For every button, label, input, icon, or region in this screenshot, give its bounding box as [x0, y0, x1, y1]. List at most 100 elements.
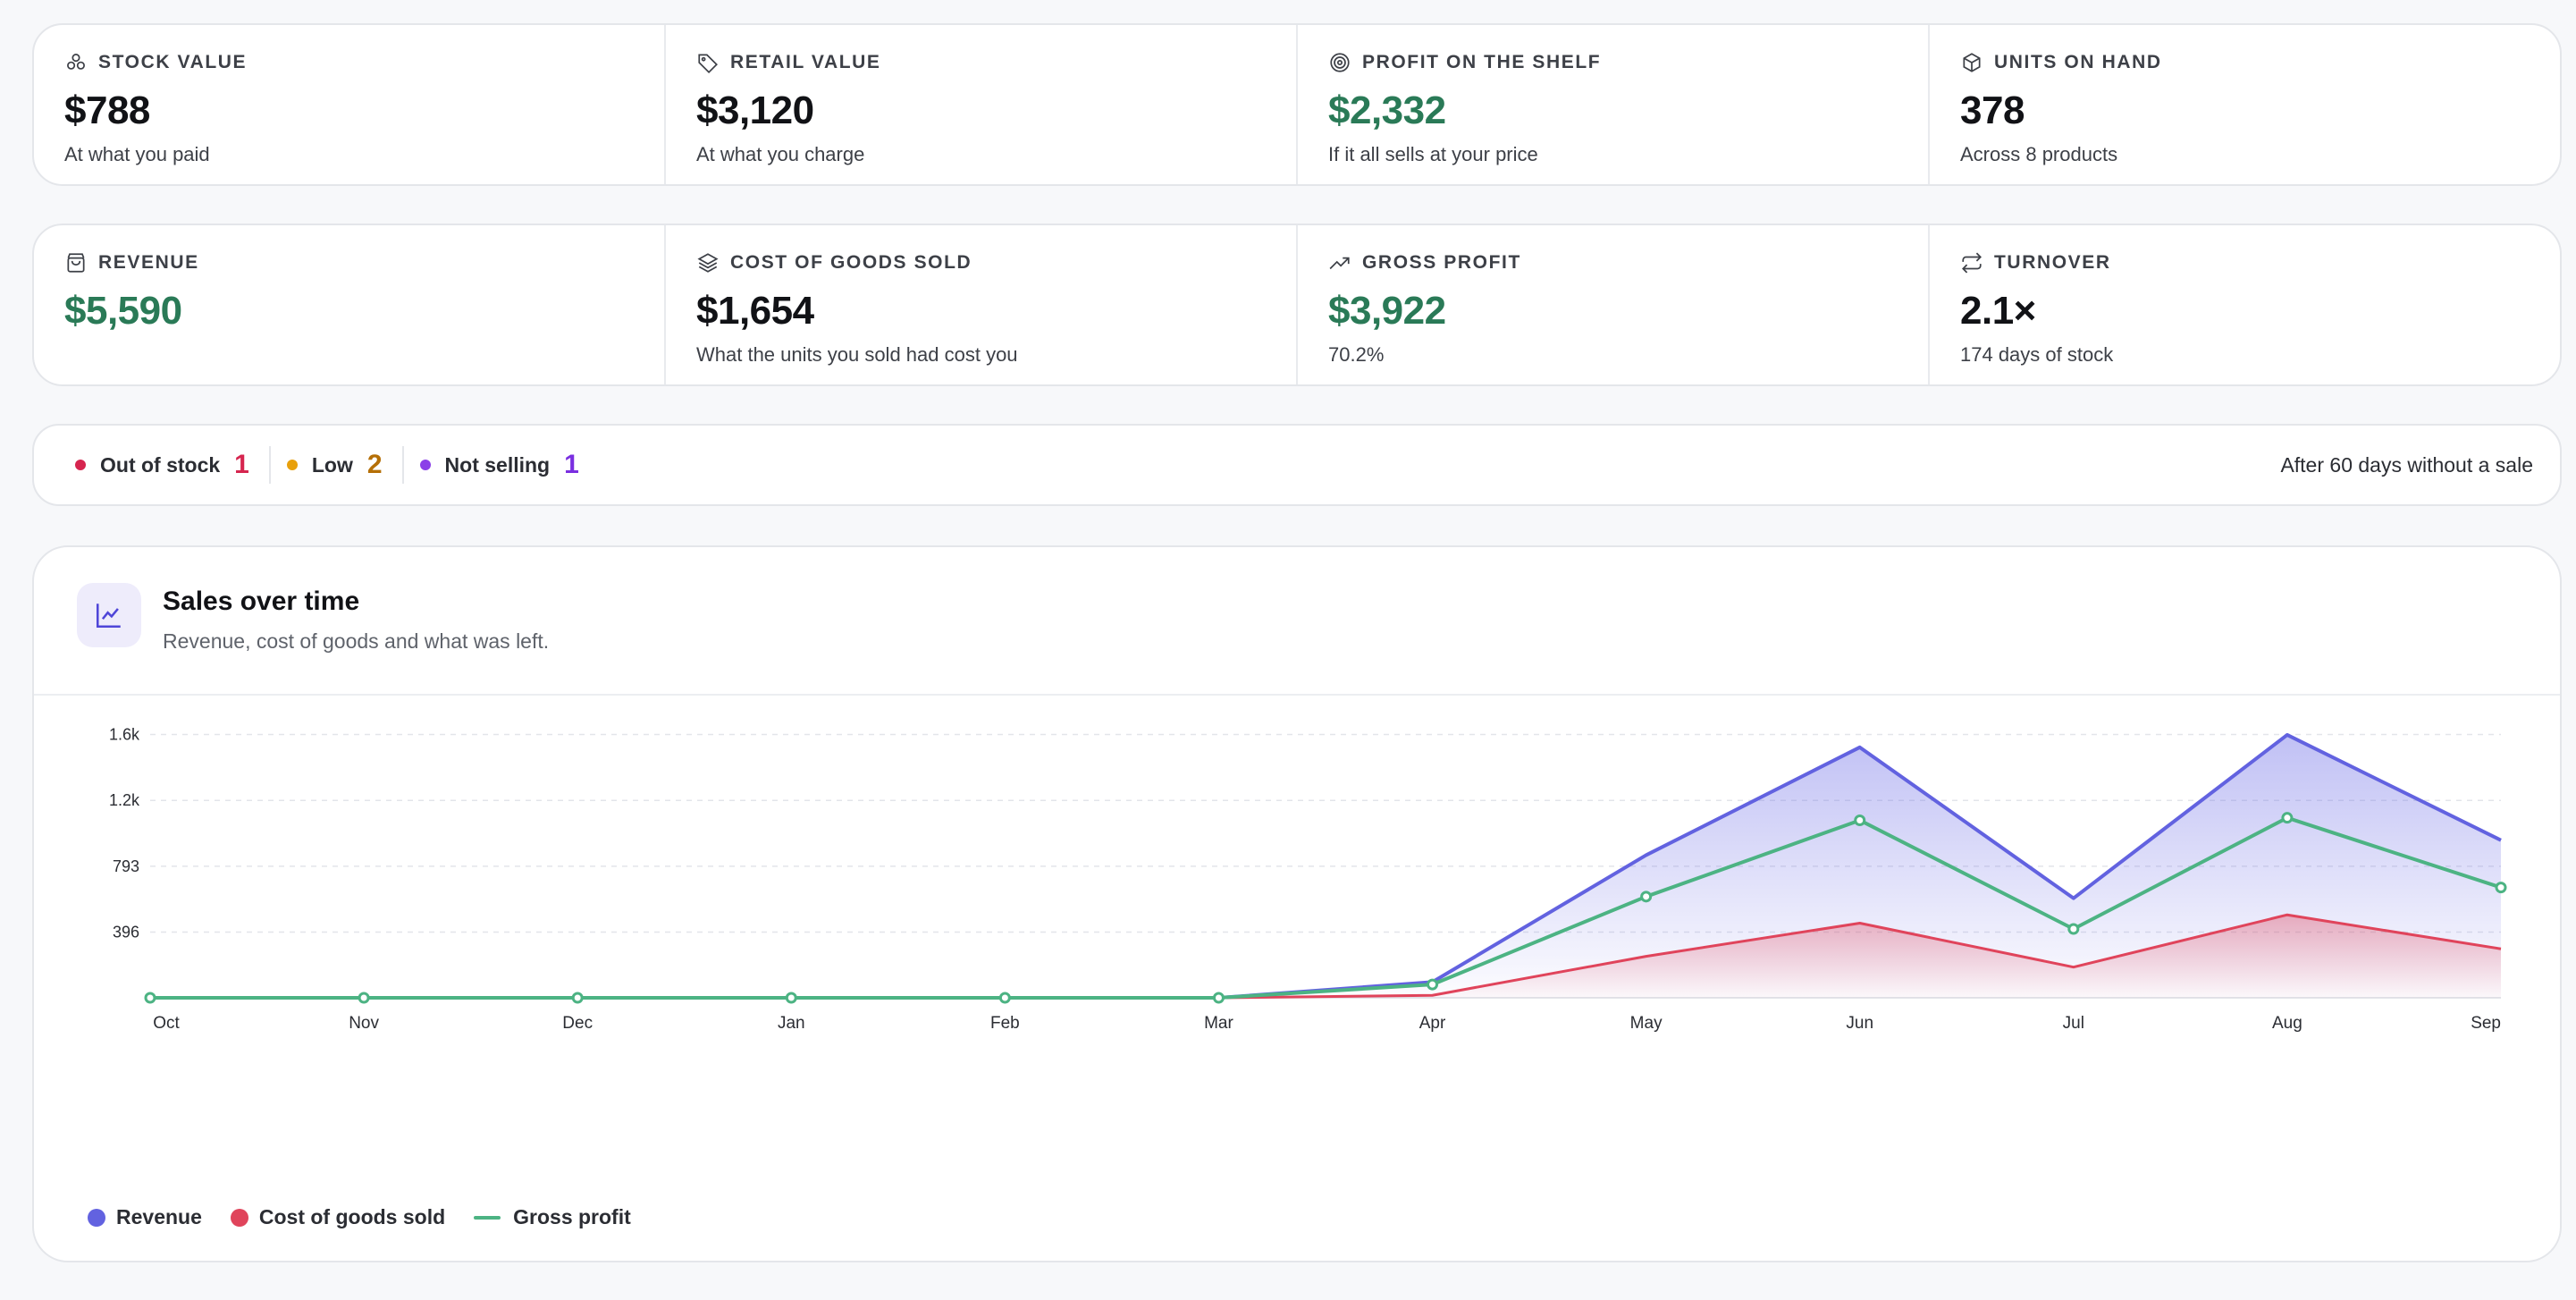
legend-swatch — [230, 1208, 248, 1227]
x-tick-label: Feb — [990, 1014, 1020, 1033]
stat-value: $3,922 — [1328, 289, 1446, 333]
stat-caption: 174 days of stock — [1960, 343, 2114, 366]
box-icon — [1963, 53, 1981, 72]
stat-value: 2.1× — [1960, 289, 2036, 333]
gross-profit-point — [2067, 923, 2080, 935]
gross-profit-point — [1854, 814, 1866, 826]
chart-subtitle: Revenue, cost of goods and what was left… — [163, 629, 550, 653]
alert-not-selling[interactable]: Not selling 1 — [404, 445, 599, 485]
y-tick-label: 793 — [113, 857, 139, 875]
stat-value: $1,654 — [696, 289, 814, 333]
sales-chart: 396 793 1.2k 1.6k Oct Nov Dec Jan Feb Mar Apr May Ju… — [109, 726, 2507, 1033]
repeat-icon — [1962, 252, 1982, 274]
x-tick-label: Jun — [1846, 1014, 1873, 1033]
inventory-stats-card: STOCK VALUE $788 At what you paid RETAIL… — [32, 23, 2562, 186]
stat-value: 378 — [1960, 89, 2025, 132]
legend-label: Cost of goods sold — [258, 1205, 446, 1228]
stat-caption: At what you paid — [64, 143, 210, 165]
cogs-area — [150, 915, 2501, 998]
stat-label: TURNOVER — [1994, 252, 2111, 273]
chart-legend: Revenue Cost of goods sold Gross profit — [88, 1205, 660, 1229]
x-tick-label: Apr — [1419, 1014, 1446, 1033]
stat-turnover: TURNOVER 2.1× 174 days of stock — [1930, 225, 2560, 384]
stat-units-on-hand: UNITS ON HAND 378 Across 8 products — [1930, 25, 2560, 184]
stat-caption: At what you charge — [696, 143, 865, 165]
stat-stock-value: STOCK VALUE $788 At what you paid — [34, 25, 666, 184]
x-tick-label: Mar — [1204, 1014, 1233, 1033]
legend-label: Gross profit — [513, 1205, 631, 1228]
status-dot — [419, 460, 431, 470]
stat-label: RETAIL VALUE — [730, 52, 881, 72]
x-tick-label: Aug — [2272, 1014, 2302, 1033]
chart-areas — [150, 734, 2501, 998]
gross-profit-point — [1640, 891, 1653, 903]
alert-label: Not selling — [444, 452, 551, 477]
legend-swatch — [474, 1215, 501, 1220]
chart-title: Sales over time — [163, 587, 360, 616]
chart-header: Sales over time Revenue, cost of goods a… — [34, 547, 2560, 696]
gross-profit-point — [571, 992, 584, 1004]
x-tick-label: Dec — [562, 1014, 593, 1033]
x-tick-label: Nov — [349, 1014, 379, 1033]
y-tick-label: 1.6k — [109, 726, 140, 744]
stat-revenue: REVENUE $5,590 — [34, 225, 666, 384]
x-tick-label: Jul — [2063, 1014, 2084, 1033]
bag-icon — [67, 253, 85, 273]
stat-label: UNITS ON HAND — [1994, 52, 2162, 72]
sales-over-time-card: Sales over time Revenue, cost of goods a… — [32, 545, 2562, 1262]
status-dot — [75, 460, 86, 470]
stat-retail-value: RETAIL VALUE $3,120 At what you charge — [666, 25, 1298, 184]
stat-label: REVENUE — [98, 252, 199, 273]
trending-up-icon — [1329, 257, 1350, 270]
stat-cogs: COST OF GOODS SOLD $1,654 What the units… — [666, 225, 1298, 384]
chart-axis-labels: 396 793 1.2k 1.6k Oct Nov Dec Jan Feb Mar Apr May Ju… — [109, 726, 2501, 1033]
stat-gross-profit: GROSS PROFIT $3,922 70.2% — [1298, 225, 1930, 384]
chart-points — [144, 812, 2507, 1004]
status-dot — [286, 460, 298, 470]
x-tick-label: Jan — [778, 1014, 805, 1033]
stat-profit-on-shelf: PROFIT ON THE SHELF $2,332 If it all sel… — [1298, 25, 1930, 184]
gross-profit-point — [785, 992, 797, 1004]
stat-label: PROFIT ON THE SHELF — [1362, 52, 1602, 72]
gross-profit-point — [1212, 992, 1225, 1004]
stat-value: $3,120 — [696, 89, 814, 132]
y-tick-label: 396 — [113, 924, 139, 941]
divider — [268, 446, 271, 484]
tag-icon — [698, 54, 718, 74]
gross-profit-line — [150, 815, 2502, 1000]
gross-profit-point — [2281, 812, 2294, 824]
gross-profit-point — [1427, 978, 1439, 991]
gross-profit-point — [2495, 882, 2507, 894]
alert-out-of-stock[interactable]: Out of stock 1 — [61, 445, 269, 485]
stat-label: COST OF GOODS SOLD — [730, 252, 972, 273]
gross-profit-point — [998, 992, 1011, 1004]
legend-cogs[interactable]: Cost of goods sold — [230, 1205, 446, 1229]
revenue-area — [150, 734, 2501, 998]
alert-low-stock[interactable]: Low 2 — [271, 445, 402, 485]
sales-stats-card: REVENUE $5,590 COST OF GOODS SOLD $1,654… — [32, 224, 2562, 386]
alert-label: Low — [311, 452, 353, 477]
legend-gross-profit[interactable]: Gross profit — [474, 1205, 631, 1229]
legend-swatch — [88, 1208, 105, 1227]
stat-caption: Across 8 products — [1960, 143, 2118, 165]
y-tick-label: 1.2k — [109, 791, 140, 809]
alert-label: Out of stock — [100, 452, 221, 477]
coins-icon — [67, 54, 85, 70]
alerts-note: After 60 days without a sale — [2280, 452, 2533, 477]
stat-label: GROSS PROFIT — [1362, 252, 1521, 273]
gross-profit-point — [358, 992, 370, 1004]
alert-count: 1 — [564, 450, 579, 479]
stock-alerts-bar: Out of stock 1 Low 2 Not selling 1 After… — [32, 424, 2562, 506]
stat-value: $2,332 — [1328, 89, 1446, 132]
target-icon — [1330, 53, 1350, 72]
chart-lines — [150, 732, 2502, 1000]
x-tick-label: May — [1630, 1014, 1663, 1033]
alert-count: 1 — [234, 450, 249, 479]
gross-profit-point — [144, 992, 156, 1004]
alert-count: 2 — [366, 450, 383, 479]
stat-caption: What the units you sold had cost you — [696, 343, 1018, 366]
legend-revenue[interactable]: Revenue — [88, 1205, 202, 1229]
stat-caption: 70.2% — [1328, 343, 1385, 366]
line-chart-icon — [77, 583, 141, 647]
layers-icon — [697, 253, 719, 273]
